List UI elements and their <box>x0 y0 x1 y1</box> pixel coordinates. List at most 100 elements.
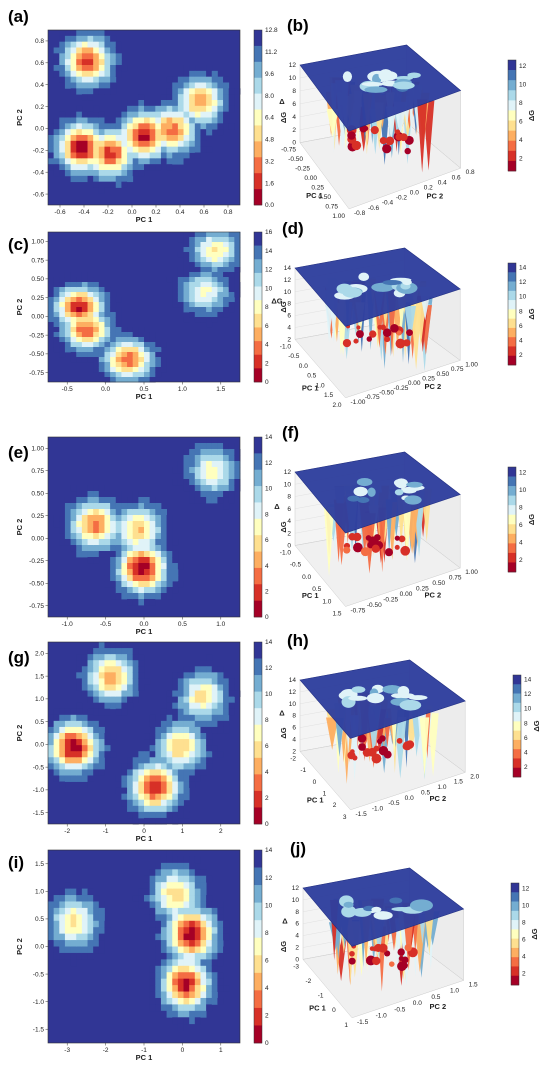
colorbar-tick-label: 10 <box>524 706 532 713</box>
heatmap-cell <box>211 972 218 980</box>
heatmap-cell <box>87 287 94 293</box>
heatmap-cell <box>121 769 128 776</box>
heatmap-cell <box>200 946 207 954</box>
heatmap-cell <box>121 327 128 333</box>
colorbar-segment <box>508 263 516 273</box>
y-tick-label: -1.5 <box>357 1019 369 1026</box>
heatmap-cell <box>217 252 224 258</box>
heatmap-cell <box>121 593 128 600</box>
heatmap-cell <box>177 135 184 142</box>
heatmap-cell <box>166 1004 173 1012</box>
heatmap-cell <box>177 76 184 83</box>
heatmap-cell <box>87 708 94 716</box>
heatmap-cell <box>160 720 167 728</box>
heatmap-cell <box>200 914 207 922</box>
x-tick-label: 0 <box>181 1047 185 1054</box>
heatmap-cell <box>177 959 184 967</box>
surface-minimum <box>401 341 406 346</box>
heatmap-cell <box>211 745 218 752</box>
colorbar-tick-label: 8 <box>265 511 269 518</box>
heatmap-cell <box>234 455 241 462</box>
heatmap-cell <box>217 437 224 444</box>
heatmap-cell <box>76 312 83 318</box>
heatmap-cell <box>81 940 88 947</box>
heatmap-cell <box>149 146 156 153</box>
heatmap-cell <box>223 94 230 101</box>
surface-minimum <box>347 751 356 760</box>
heatmap-cell <box>87 920 94 928</box>
heatmap-cell <box>59 30 66 37</box>
y-tick-label: 2.0 <box>470 773 479 780</box>
heatmap-cell <box>189 757 196 764</box>
heatmap-cell <box>166 985 173 992</box>
heatmap-cell <box>110 642 117 649</box>
heatmap-cell <box>70 775 77 782</box>
heatmap-cell <box>127 327 134 333</box>
heatmap-cell <box>183 781 190 788</box>
surface-peak <box>382 280 402 286</box>
heatmap-cell <box>223 920 230 928</box>
z-tick-label: 12 <box>292 885 300 892</box>
heatmap-cell <box>155 745 162 752</box>
heatmap-cell <box>70 714 77 722</box>
heatmap-cell <box>98 720 105 728</box>
heatmap-cell <box>93 322 100 328</box>
z-tick-label: 2 <box>292 748 296 755</box>
heatmap-cell <box>70 357 77 363</box>
heatmap-cell <box>104 545 111 552</box>
surface-peak <box>371 282 395 292</box>
heatmap-cell <box>70 170 77 177</box>
heatmap-cell <box>59 714 66 722</box>
heatmap-cell <box>93 927 100 935</box>
heatmap-cell <box>189 491 196 498</box>
heatmap-cell <box>132 654 139 661</box>
heatmap-cell <box>172 856 179 864</box>
heatmap-cell <box>81 135 88 142</box>
heatmap-cell <box>200 497 207 504</box>
heatmap-cell <box>87 678 94 685</box>
heatmap-cell <box>144 367 151 373</box>
x-tick-label: 0 <box>332 1007 336 1014</box>
heatmap-cell <box>194 247 201 253</box>
heatmap-cell <box>189 1017 196 1025</box>
heatmap-cell <box>223 455 230 462</box>
heatmap-cell <box>104 745 111 752</box>
heatmap-cell <box>138 805 145 813</box>
heatmap-cell <box>206 287 213 293</box>
heatmap-cell <box>115 372 122 378</box>
x-tick-label: 1 <box>323 790 327 797</box>
heatmap-cell <box>144 793 151 801</box>
heatmap-cell <box>59 751 66 758</box>
colorbar-segment <box>508 467 516 477</box>
heatmap-cell <box>64 123 71 130</box>
heatmap-cell <box>166 952 173 960</box>
heatmap-cell <box>234 461 241 468</box>
heatmap-cell <box>223 473 230 480</box>
surface-peak <box>397 686 410 697</box>
heatmap-cell <box>81 672 88 679</box>
colorbar-tick-label: 0.0 <box>265 202 274 209</box>
panel-b: (b)121086420Δ-0.75-0.50-0.250.000.250.50… <box>279 16 536 220</box>
heatmap-cell <box>155 965 162 973</box>
heatmap-cell <box>160 563 167 570</box>
heatmap-cell <box>155 997 162 1005</box>
heatmap-cell <box>228 287 235 293</box>
heatmap-cell <box>166 277 173 283</box>
heatmap-cell <box>206 437 213 444</box>
heatmap-cell <box>194 739 201 746</box>
heatmap-cell <box>93 287 100 293</box>
heatmap-cell <box>206 757 213 764</box>
heatmap-cell <box>121 342 128 348</box>
surface-minimum <box>347 131 356 140</box>
heatmap-cell <box>87 527 94 534</box>
heatmap-cell <box>206 763 213 770</box>
y-tick-label: 0.0 <box>413 1000 422 1007</box>
y-tick-label: -0.4 <box>33 169 45 176</box>
heatmap-cell <box>217 105 224 113</box>
heatmap-cell <box>200 672 207 679</box>
heatmap-cell <box>81 521 88 528</box>
heatmap-cell <box>115 332 122 338</box>
heatmap-cell <box>115 527 122 534</box>
heatmap-cell <box>183 479 190 486</box>
heatmap-cell <box>166 135 173 142</box>
